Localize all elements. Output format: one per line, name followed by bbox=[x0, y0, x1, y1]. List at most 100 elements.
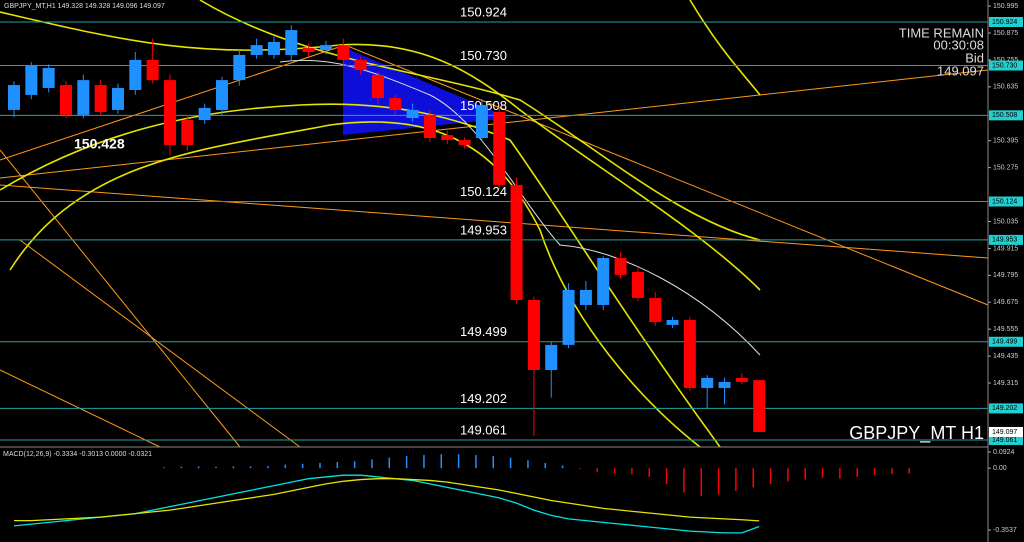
candle-body bbox=[441, 135, 454, 141]
candle-body bbox=[354, 59, 367, 71]
bid-axis-box bbox=[989, 426, 1023, 437]
level-axis-label: 150.730 bbox=[992, 62, 1017, 69]
y-tick-label: 150.035 bbox=[993, 218, 1018, 225]
candle-body bbox=[475, 105, 488, 139]
timer-time: 00:30:08 bbox=[933, 37, 984, 52]
level-axis-label: 149.953 bbox=[992, 237, 1017, 244]
candle-body bbox=[285, 30, 298, 55]
symbol-label: GBPJPY_MT H1 bbox=[849, 423, 984, 444]
candle-body bbox=[163, 80, 176, 145]
y-tick-label: 150.635 bbox=[993, 84, 1018, 91]
candle-body bbox=[94, 85, 107, 112]
macd-line bbox=[14, 478, 760, 522]
level-label: 150.924 bbox=[460, 4, 507, 19]
candle-body bbox=[371, 74, 384, 99]
candle-body bbox=[302, 48, 315, 53]
candle-body bbox=[389, 98, 402, 110]
candle-body bbox=[683, 319, 696, 388]
y-tick-label: 150.755 bbox=[993, 57, 1018, 64]
candle-body bbox=[649, 298, 662, 323]
candle-body bbox=[579, 289, 592, 305]
level-axis-box bbox=[989, 60, 1023, 71]
level-axis-label: 149.499 bbox=[992, 339, 1017, 346]
candle-body bbox=[111, 87, 124, 110]
y-tick-label: 0.00 bbox=[993, 465, 1007, 472]
candle-body bbox=[718, 381, 731, 388]
candle-body bbox=[267, 41, 280, 55]
candle-body bbox=[423, 114, 436, 139]
trend-line bbox=[344, 44, 989, 306]
candle-body bbox=[181, 120, 194, 145]
level-label: 149.061 bbox=[460, 422, 507, 437]
candle-body bbox=[250, 45, 263, 55]
bid-value: 149.097 bbox=[937, 63, 984, 78]
level-axis-box bbox=[989, 110, 1023, 121]
candle-body bbox=[146, 59, 159, 81]
level-axis-box bbox=[989, 403, 1023, 414]
trend-line bbox=[19, 239, 301, 448]
candle-body bbox=[493, 111, 506, 185]
macd-title: MACD(12,26,9) -0.3334 -0.3013 0.0000 -0.… bbox=[3, 451, 152, 458]
level-axis-box bbox=[989, 435, 1023, 446]
y-tick-label: -0.3537 bbox=[993, 527, 1017, 534]
level-axis-label: 149.061 bbox=[992, 437, 1017, 444]
candle-body bbox=[458, 140, 471, 145]
candle-body bbox=[25, 65, 38, 95]
y-tick-label: 150.395 bbox=[993, 138, 1018, 145]
level-axis-label: 150.124 bbox=[992, 198, 1017, 205]
candle-body bbox=[215, 80, 228, 110]
candle-body bbox=[597, 258, 610, 305]
triangle-zone bbox=[343, 47, 510, 135]
level-label: 150.124 bbox=[460, 184, 507, 199]
candle-body bbox=[319, 45, 332, 51]
level-axis-label: 149.202 bbox=[992, 405, 1017, 412]
level-axis-box bbox=[989, 336, 1023, 347]
band-line bbox=[689, 0, 761, 96]
candle-body bbox=[406, 109, 419, 119]
candle-body bbox=[701, 377, 714, 388]
candle-body bbox=[233, 54, 246, 81]
level-axis-box bbox=[989, 196, 1023, 207]
level-axis-box bbox=[989, 16, 1023, 27]
candle-body bbox=[198, 107, 211, 121]
candle-body bbox=[614, 258, 627, 275]
trend-lines bbox=[0, 44, 989, 448]
candle-body bbox=[545, 344, 558, 371]
y-tick-label: 149.315 bbox=[993, 380, 1018, 387]
y-tick-label: 150.275 bbox=[993, 164, 1018, 171]
level-axis-label: 150.924 bbox=[992, 19, 1017, 26]
y-tick-label: 149.675 bbox=[993, 299, 1018, 306]
bid-label: Bid bbox=[965, 50, 984, 65]
candle-body bbox=[129, 59, 142, 90]
y-tick-label: 150.875 bbox=[993, 30, 1018, 37]
annotation: 150.428 bbox=[74, 136, 125, 152]
symbol-info: GBPJPY_MT,H1 149.328 149.328 149.096 149… bbox=[4, 3, 165, 10]
y-tick-label: 149.435 bbox=[993, 353, 1018, 360]
timer-label: TIME REMAIN bbox=[899, 25, 984, 40]
candle-body bbox=[337, 45, 350, 60]
band-line bbox=[0, 11, 761, 291]
y-tick-label: 149.555 bbox=[993, 326, 1018, 333]
candle-body bbox=[562, 289, 575, 345]
level-label: 150.730 bbox=[460, 48, 507, 63]
candle-body bbox=[8, 85, 20, 110]
trend-line bbox=[0, 149, 241, 448]
candle-body bbox=[631, 271, 644, 298]
bid-axis-label: 149.097 bbox=[992, 429, 1017, 436]
candle-body bbox=[735, 377, 748, 382]
y-tick-label: 150.995 bbox=[993, 3, 1018, 10]
y-tick-label: 149.795 bbox=[993, 272, 1018, 279]
band-line bbox=[9, 121, 701, 448]
candle-body bbox=[527, 300, 540, 371]
y-tick-label: 0.0924 bbox=[993, 449, 1015, 456]
level-axis-label: 150.508 bbox=[992, 112, 1017, 119]
candle-body bbox=[753, 380, 766, 432]
level-label: 149.499 bbox=[460, 324, 507, 339]
level-axis-box bbox=[989, 234, 1023, 245]
level-label: 149.202 bbox=[460, 391, 507, 406]
level-label: 149.953 bbox=[460, 222, 507, 237]
candle-body bbox=[59, 85, 72, 115]
candle-body bbox=[510, 184, 523, 301]
y-tick-label: 149.915 bbox=[993, 245, 1018, 252]
